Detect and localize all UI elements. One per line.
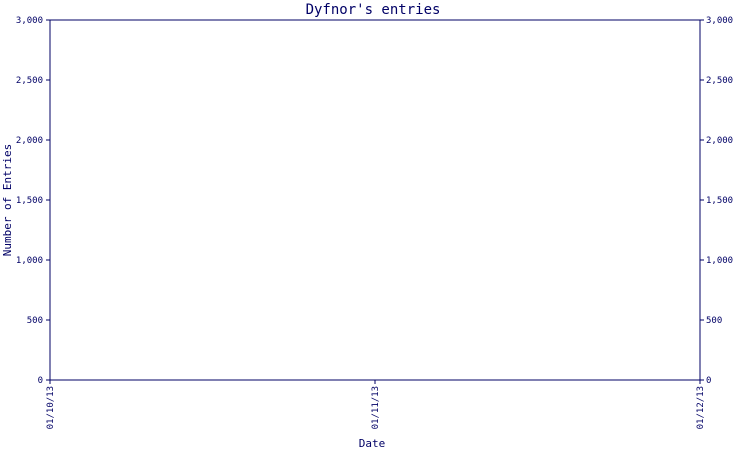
x-tick-label: 01/12/13: [696, 386, 706, 429]
x-tick-label: 01/11/13: [371, 386, 381, 429]
y-tick-label-right: 500: [706, 316, 722, 326]
y-tick-label-right: 3,000: [706, 16, 733, 26]
y-tick-label-left: 2,500: [16, 76, 43, 86]
y-tick-label-left: 0: [38, 376, 43, 386]
y-tick-label-right: 1,000: [706, 256, 733, 266]
x-axis-title: Date: [359, 437, 386, 450]
plot-area: [49, 19, 701, 381]
y-tick-label-left: 1,000: [16, 256, 43, 266]
y-tick-label-right: 0: [706, 376, 711, 386]
chart-title: Dyfnor's entries: [306, 2, 441, 18]
y-tick-label-right: 2,000: [706, 136, 733, 146]
y-axis-title: Number of Entries: [1, 144, 14, 257]
y-tick-label-left: 3,000: [16, 16, 43, 26]
y-tick-label-right: 1,500: [706, 196, 733, 206]
y-tick-label-left: 2,000: [16, 136, 43, 146]
x-tick-label: 01/10/13: [46, 386, 56, 429]
y-axis-right: 0 500 1,000 1,500 2,000 2,500 3,000: [700, 16, 733, 386]
x-axis: 01/10/13 01/11/13 01/12/13: [46, 380, 706, 429]
y-tick-label-left: 500: [27, 316, 43, 326]
y-axis-left: 0 500 1,000 1,500 2,000 2,500 3,000: [16, 16, 50, 386]
y-tick-label-right: 2,500: [706, 76, 733, 86]
y-tick-label-left: 1,500: [16, 196, 43, 206]
